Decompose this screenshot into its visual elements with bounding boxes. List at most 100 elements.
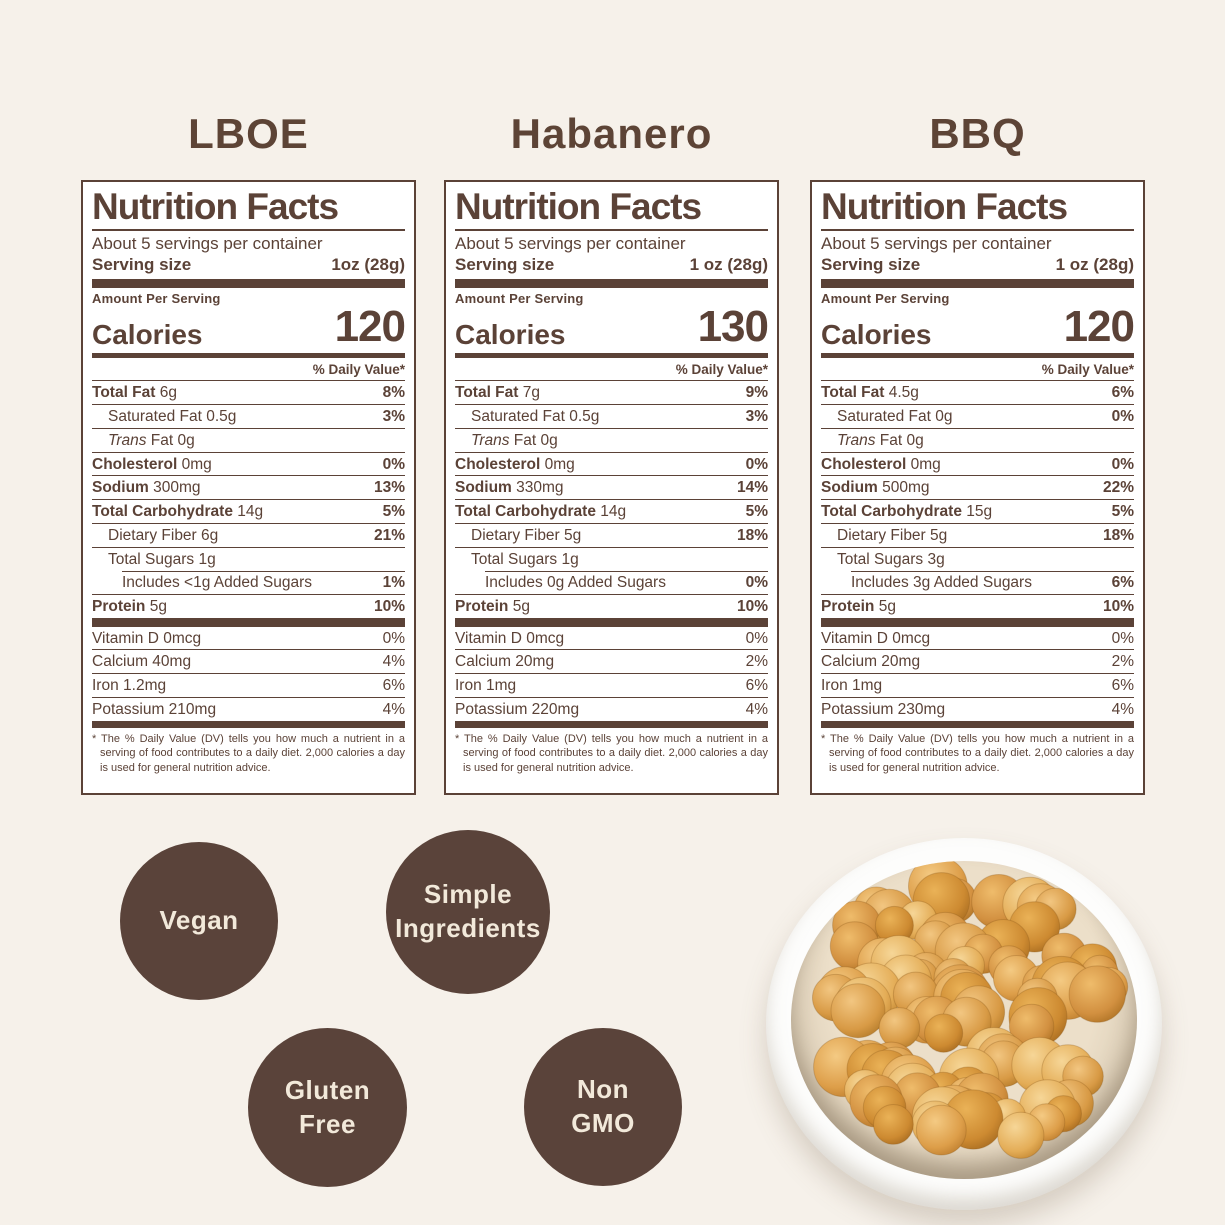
nutrient-name-amount: Dietary Fiber 5g (471, 527, 582, 545)
nutrient-name-amount: Includes <1g Added Sugars (122, 573, 313, 591)
nutrient-daily-value: 22% (1102, 479, 1134, 497)
nutrient-daily-value: 10% (736, 597, 768, 615)
chickpea-bowl-photo (766, 838, 1162, 1210)
nutrient-row-vitamin-d: Vitamin D 0mcg 0% (821, 627, 1134, 650)
badge-non-gmo: Non GMO (524, 1028, 682, 1186)
nutrient-daily-value: 10% (373, 597, 405, 615)
nutrition-label-bbq: Nutrition Facts About 5 servings per con… (810, 180, 1145, 795)
nutrient-daily-value: 3% (382, 407, 405, 425)
nutrient-daily-value: 3% (745, 407, 768, 425)
nutrient-name-amount: Saturated Fat 0.5g (471, 407, 600, 425)
nutrient-daily-value: 18% (1102, 527, 1134, 545)
nutrition-label-slot: Nutrition Facts About 5 servings per con… (81, 180, 416, 795)
calories-row: Calories 120 (92, 305, 406, 351)
roasted-chickpeas (812, 861, 1129, 1159)
calories-label: Calories (92, 319, 203, 351)
nutrient-name-amount: Cholesterol 0mg (821, 455, 941, 473)
nutrient-daily-value: 6% (382, 677, 405, 695)
nutrient-row-total-carbohydrate: Total Carbohydrate 14g 5% (455, 499, 768, 523)
daily-value-footnote: * The % Daily Value (DV) tells you how m… (821, 732, 1134, 774)
nutrient-row-fat: Trans Fat 0g (92, 427, 405, 452)
nutrient-row-calcium: Calcium 40mg 4% (92, 649, 405, 673)
separator-bar (455, 617, 768, 627)
serving-size-label: Serving size (92, 255, 192, 275)
nutrient-rows-main: Total Fat 6g 8% Saturated Fat 0.5g 3% Trans … (92, 381, 405, 618)
nutrient-row-iron: Iron 1mg 6% (455, 673, 768, 697)
nutrient-daily-value: 6% (745, 677, 768, 695)
nutrient-daily-value: 10% (1102, 597, 1134, 615)
separator-bar (92, 617, 405, 627)
nutrient-name-amount: Potassium 230mg (821, 701, 946, 719)
separator-bar (455, 279, 768, 289)
nutrient-row-sodium: Sodium 500mg 22% (821, 475, 1134, 499)
nutrient-name-amount: Protein 5g (821, 597, 896, 615)
calories-label: Calories (821, 319, 932, 351)
nutrient-name-amount: Sodium 500mg (821, 479, 930, 497)
nutrient-daily-value: 4% (1111, 701, 1134, 719)
nutrient-row-saturated-fat: Saturated Fat 0.5g 3% (455, 403, 768, 428)
nutrient-name-amount: Calcium 20mg (821, 653, 921, 671)
nutrient-name-amount: Calcium 20mg (455, 653, 555, 671)
nutrient-daily-value: 0% (1111, 407, 1134, 425)
nutrient-row-potassium: Potassium 220mg 4% (455, 697, 768, 721)
nutrient-row-iron: Iron 1mg 6% (821, 673, 1134, 697)
serving-size-row: Serving size 1 oz (28g) (455, 254, 768, 279)
nutrient-name-amount: Saturated Fat 0g (837, 407, 953, 425)
amount-per-serving-label: Amount Per Serving (92, 291, 221, 307)
nutrient-row-vitamin-d: Vitamin D 0mcg 0% (92, 627, 405, 650)
nutrient-daily-value: 0% (1111, 455, 1134, 473)
serving-size-value: 1 oz (28g) (1055, 255, 1134, 275)
serving-size-value: 1 oz (28g) (689, 255, 768, 275)
nutrient-name-amount: Trans Fat 0g (108, 431, 195, 449)
nutrient-name-amount: Total Fat 6g (92, 383, 177, 401)
serving-size-row: Serving size 1 oz (28g) (821, 254, 1134, 279)
daily-value-header: % Daily Value* (92, 358, 405, 381)
nutrient-rows-main: Total Fat 7g 9% Saturated Fat 0.5g 3% Trans … (455, 381, 768, 618)
nutrient-daily-value: 1% (382, 573, 405, 591)
separator-bar (821, 279, 1134, 289)
nutrient-row-fat: Trans Fat 0g (821, 427, 1134, 452)
nutrient-name-amount: Total Fat 4.5g (821, 383, 919, 401)
nutrient-rows-vitamins: Vitamin D 0mcg 0% Calcium 40mg 4% Iron 1.2mg… (92, 627, 405, 721)
separator-bar (92, 279, 405, 289)
nutrient-row-fat: Trans Fat 0g (455, 427, 768, 452)
nutrient-row-total-fat: Total Fat 7g 9% (455, 381, 768, 404)
nutrient-daily-value: 5% (745, 503, 768, 521)
nutrient-row-cholesterol: Cholesterol 0mg 0% (821, 451, 1134, 476)
daily-value-header: % Daily Value* (455, 358, 768, 381)
nutrition-label-lboe: Nutrition Facts About 5 servings per con… (81, 180, 416, 795)
nutrient-daily-value: 5% (1111, 503, 1134, 521)
nutrient-daily-value: 0% (745, 455, 768, 473)
separator-bar (455, 352, 768, 358)
nutrient-row-cholesterol: Cholesterol 0mg 0% (455, 451, 768, 476)
nutrient-row-saturated-fat: Saturated Fat 0.5g 3% (92, 403, 405, 428)
nutrient-row-total-fat: Total Fat 6g 8% (92, 381, 405, 404)
nutrient-row-dietary-fiber: Dietary Fiber 6g 21% (92, 523, 405, 547)
nutrition-label-habanero: Nutrition Facts About 5 servings per con… (444, 180, 779, 795)
nutrient-row-sodium: Sodium 330mg 14% (455, 475, 768, 499)
nutrient-name-amount: Includes 3g Added Sugars (851, 573, 1032, 591)
calories-row: Calories 130 (455, 305, 769, 351)
nutrient-row-saturated-fat: Saturated Fat 0g 0% (821, 403, 1134, 428)
nutrient-row-includes-1g-added-sugars: Includes <1g Added Sugars 1% (92, 570, 405, 594)
nutrient-name-amount: Total Carbohydrate 15g (821, 503, 993, 521)
nutrient-row-dietary-fiber: Dietary Fiber 5g 18% (455, 523, 768, 547)
nutrient-name-amount: Total Sugars 1g (108, 550, 216, 568)
nutrient-daily-value: 4% (382, 701, 405, 719)
nutrient-daily-value: 0% (745, 629, 768, 647)
daily-value-footnote: * The % Daily Value (DV) tells you how m… (455, 732, 768, 774)
nutrient-name-amount: Calcium 40mg (92, 653, 192, 671)
calories-label: Calories (455, 319, 566, 351)
separator-bar (92, 720, 405, 728)
nutrient-row-total-fat: Total Fat 4.5g 6% (821, 381, 1134, 404)
nutrient-name-amount: Cholesterol 0mg (455, 455, 575, 473)
nutrient-row-vitamin-d: Vitamin D 0mcg 0% (455, 627, 768, 650)
nutrient-name-amount: Total Fat 7g (455, 383, 540, 401)
nutrition-label-slot: Nutrition Facts About 5 servings per con… (810, 180, 1145, 795)
servings-per-container: About 5 servings per container (92, 234, 323, 254)
nutrient-row-potassium: Potassium 210mg 4% (92, 697, 405, 721)
nutrient-daily-value: 6% (1111, 573, 1134, 591)
nutrient-row-includes-0g-added-sugars: Includes 0g Added Sugars 0% (455, 570, 768, 594)
separator-bar (92, 352, 405, 358)
nutrient-daily-value: 21% (373, 527, 405, 545)
